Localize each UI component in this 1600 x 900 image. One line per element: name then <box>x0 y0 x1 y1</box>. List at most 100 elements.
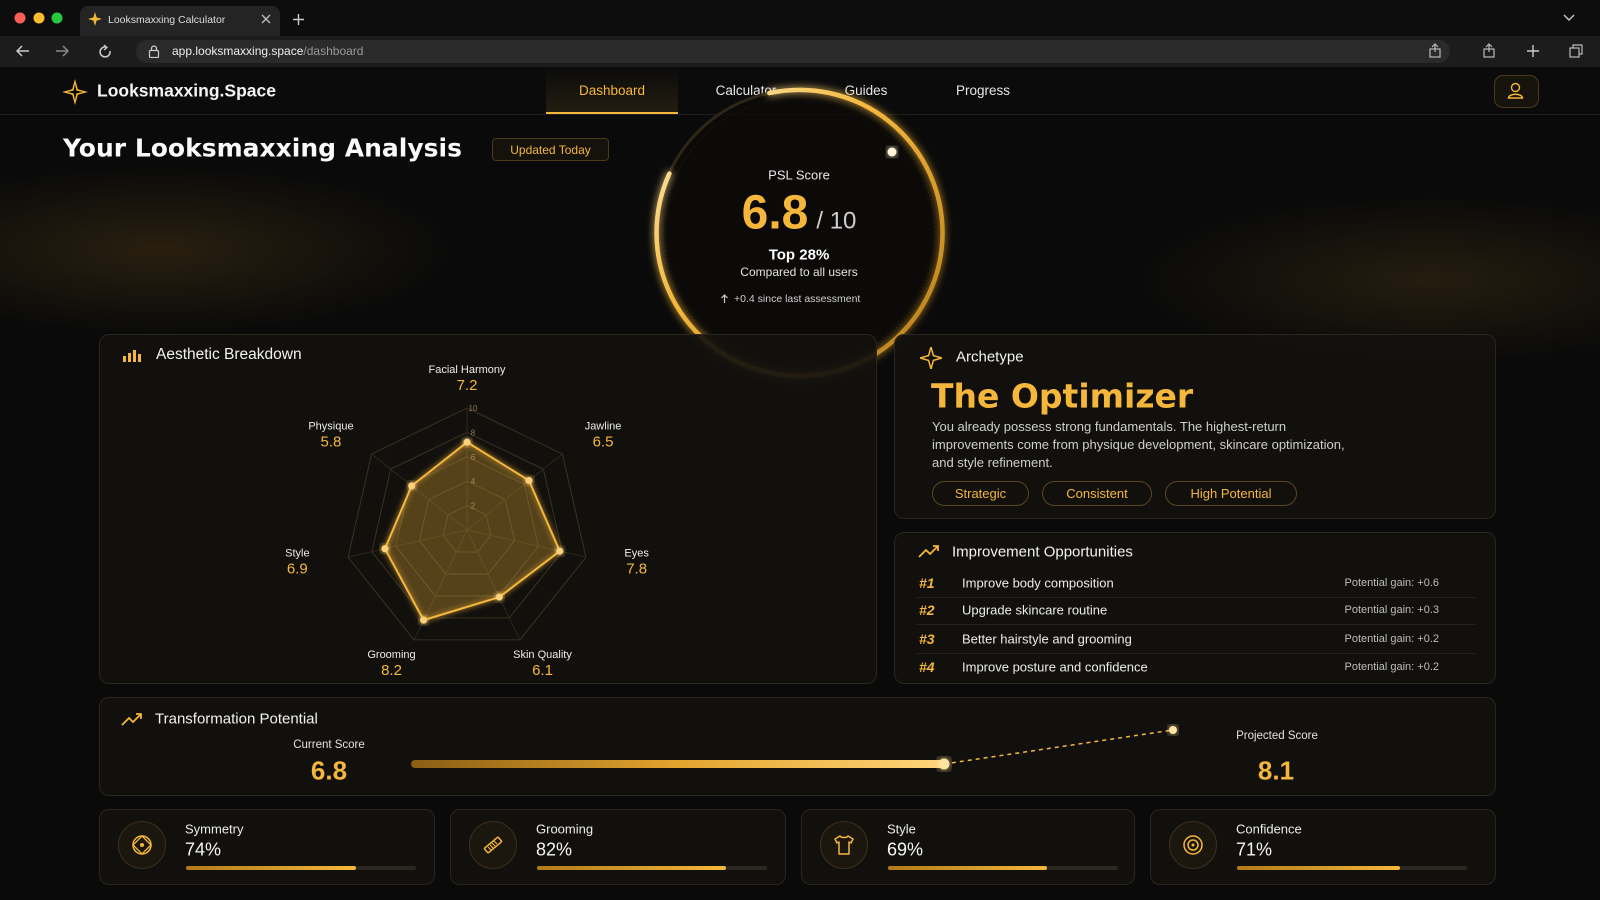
potential-gain: Potential gain: +0.3 <box>1344 604 1440 616</box>
archetype-name: The Optimizer <box>931 376 1194 416</box>
improvements-panel <box>894 532 1496 684</box>
nav-link[interactable]: Dashboard <box>546 67 678 114</box>
improvements-title: Improvement Opportunities <box>952 543 1133 561</box>
transformation-title: Transformation Potential <box>155 710 318 728</box>
progress-bar <box>411 760 944 768</box>
ring-ticks <box>662 96 936 370</box>
tag: Consistent <box>1042 481 1152 506</box>
nav-buttons[interactable] <box>16 44 116 58</box>
radar-point <box>408 482 416 490</box>
radar-point <box>495 593 503 601</box>
archetype-icon <box>920 347 942 369</box>
new-tab[interactable] <box>293 14 304 25</box>
r-tick-label: 10 <box>469 404 478 413</box>
url-host: app.looksmaxxing.space <box>172 44 304 58</box>
metric-label: Grooming <box>536 821 594 837</box>
metric-icon-circle <box>469 821 517 869</box>
category-label: Style <box>285 547 309 559</box>
radar-point <box>463 438 471 446</box>
category-label: Facial Harmony <box>428 364 506 376</box>
row-divider <box>916 653 1476 654</box>
row-divider <box>916 597 1476 598</box>
archetype-panel <box>894 334 1496 519</box>
value-label: 7.2 <box>457 377 478 394</box>
nav-link[interactable]: Guides <box>844 83 888 98</box>
page-title: Your Looksmaxxing Analysis <box>63 133 462 163</box>
projected-dot <box>1169 726 1177 734</box>
tab-title: Looksmaxxing Calculator <box>108 14 226 26</box>
metric-bar <box>888 866 1047 870</box>
lock-icon <box>148 45 160 58</box>
metric-bar <box>537 866 726 870</box>
rank: #1 <box>919 575 935 591</box>
projection-line <box>943 729 1174 765</box>
archetype-description: You already possess strong fundamentals.… <box>932 419 1345 470</box>
metric-bar <box>1237 866 1401 870</box>
address-bar[interactable] <box>136 40 1450 63</box>
row-divider <box>916 624 1476 625</box>
score-change: +0.4 since last assessment <box>734 293 861 305</box>
ring-arc <box>654 87 945 379</box>
metric-value: 74% <box>185 839 222 860</box>
category-label: Skin Quality <box>513 649 572 661</box>
value-label: 8.2 <box>381 662 402 679</box>
category-label: Physique <box>308 420 353 432</box>
projected-score: 8.1 <box>1257 755 1295 786</box>
score-label: PSL Score <box>768 167 830 183</box>
current-score: 6.8 <box>310 755 348 786</box>
window-controls[interactable] <box>0 0 80 36</box>
updated-badge: Updated Today <box>492 138 609 161</box>
rank: #3 <box>919 631 935 647</box>
potential-gain: Potential gain: +0.6 <box>1344 577 1440 589</box>
value-label: 6.9 <box>287 560 308 577</box>
potential-gain: Potential gain: +0.2 <box>1344 661 1440 673</box>
change-arrow <box>721 294 728 303</box>
breakdown-icon <box>123 350 141 362</box>
tab-menu[interactable] <box>1563 14 1575 22</box>
url: app.looksmaxxing.space/dashboard <box>172 44 363 58</box>
radar-point <box>420 616 428 624</box>
metric-value: 71% <box>1236 839 1273 860</box>
score-rank-note: Compared to all users <box>740 265 858 279</box>
tab-close[interactable] <box>261 14 271 24</box>
improvements-icon <box>918 545 939 558</box>
url-path: /dashboard <box>303 44 364 58</box>
brand-logo[interactable] <box>62 79 88 105</box>
value-label: 7.8 <box>626 560 647 577</box>
metric-value: 69% <box>887 839 924 860</box>
rank: #4 <box>919 659 935 675</box>
value-label: 6.5 <box>593 433 614 450</box>
score-rank: Top 28% <box>768 246 830 264</box>
value-label: 6.1 <box>532 662 553 679</box>
radar-point <box>381 545 389 553</box>
grid-ring <box>347 407 587 641</box>
archetype-label: Archetype <box>956 348 1024 366</box>
tag: High Potential <box>1165 481 1297 506</box>
nav-link[interactable]: Progress <box>955 83 1011 98</box>
metric-icon <box>1183 835 1203 855</box>
metric-value: 82% <box>536 839 573 860</box>
improvement-text: Improve posture and confidence <box>962 659 1148 675</box>
metric-bar <box>186 866 357 870</box>
transformation-panel <box>99 697 1496 796</box>
transformation-icon <box>121 713 142 726</box>
tab-icon <box>88 12 102 26</box>
improvement-text: Improve body composition <box>962 575 1114 591</box>
potential-gain: Potential gain: +0.2 <box>1344 633 1440 645</box>
ring-dot <box>887 147 897 157</box>
brand-name[interactable]: Looksmaxxing.Space <box>97 80 276 101</box>
r-tick-label: 8 <box>471 428 476 437</box>
browser-tab[interactable] <box>80 6 280 36</box>
improvement-text: Better hairstyle and grooming <box>962 631 1132 647</box>
toolbar-icons[interactable] <box>1428 43 1588 59</box>
metric-icon <box>132 835 152 855</box>
current-label: Current Score <box>293 739 365 751</box>
metric-label: Symmetry <box>185 821 244 837</box>
radar-point <box>525 477 533 485</box>
value-label: 5.8 <box>321 433 342 450</box>
score-value-group: 6.8/ 10 <box>742 186 857 241</box>
metric-icon-circle <box>820 821 868 869</box>
metric-icon <box>834 835 854 855</box>
